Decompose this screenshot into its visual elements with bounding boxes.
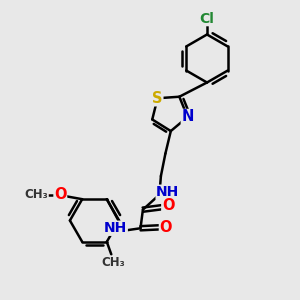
Text: CH₃: CH₃ (101, 256, 125, 269)
Text: N: N (182, 110, 194, 124)
Text: S: S (152, 91, 163, 106)
Text: O: O (162, 198, 174, 213)
Text: NH: NH (156, 185, 179, 199)
Text: Cl: Cl (200, 12, 214, 26)
Text: O: O (54, 187, 67, 202)
Text: NH: NH (104, 221, 127, 235)
Text: CH₃: CH₃ (24, 188, 48, 201)
Text: methoxy: methoxy (45, 194, 51, 195)
Text: O: O (159, 220, 172, 235)
